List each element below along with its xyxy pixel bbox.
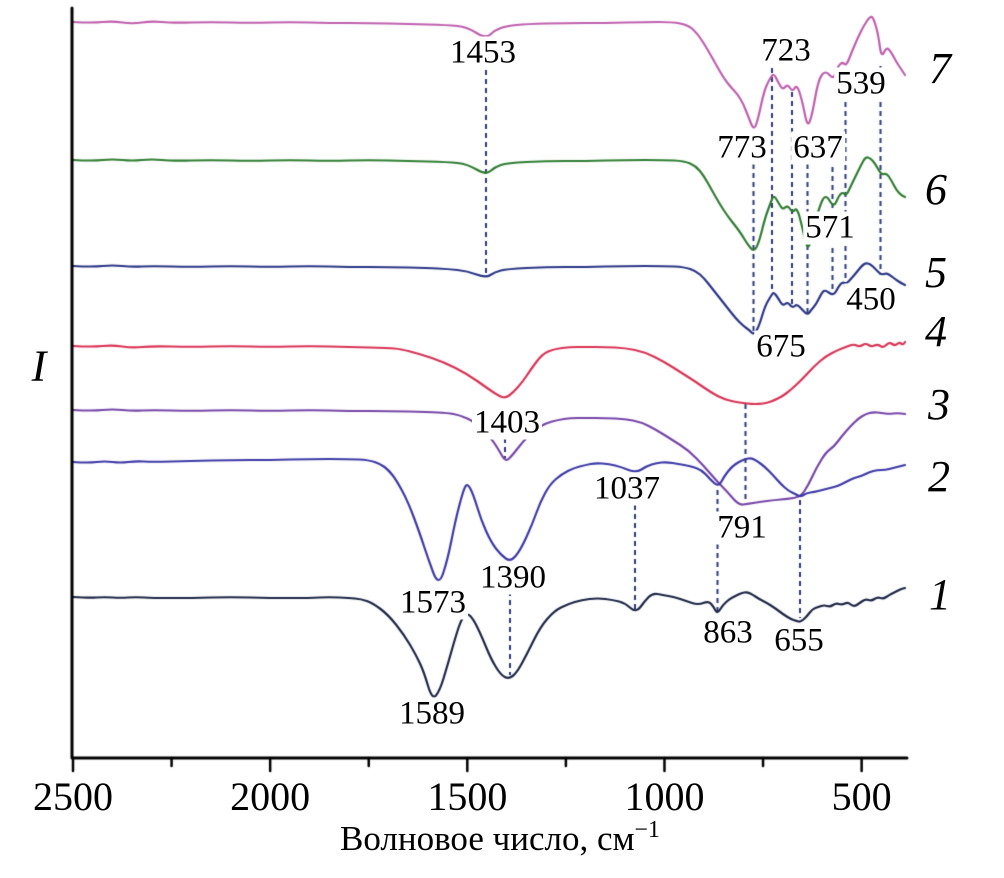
annotation-1390: 1390 [478,559,548,596]
x-tick-label-1000: 1000 [624,774,705,819]
curve-label-1: 1 [929,570,951,619]
curve-label-3: 3 [928,380,950,429]
x-tick-label-1500: 1500 [427,774,508,819]
x-axis-title-sup: −1 [634,817,660,844]
annotation-1403: 1403 [472,404,542,441]
curve-label-2: 2 [928,452,950,501]
annotation-539: 539 [834,65,888,102]
curve-label-6: 6 [925,165,947,214]
annotation-1589: 1589 [397,695,467,732]
annotation-571: 571 [803,209,857,246]
x-axis-title: Волновое число, см−1 [340,817,660,859]
annotation-675: 675 [754,328,808,365]
annotation-863: 863 [701,614,755,651]
annotation-723: 723 [759,32,813,69]
x-tick-label-2500: 2500 [33,774,113,819]
curve-label-5: 5 [925,248,947,297]
annotation-1453: 1453 [448,34,518,71]
x-tick-label-2000: 2000 [230,774,311,819]
x-tick-label-500: 500 [831,774,892,819]
annotation-1037: 1037 [592,470,662,507]
annotation-1573: 1573 [398,584,468,621]
annotation-791: 791 [715,509,769,546]
x-axis-title-text: Волновое число, см [340,818,635,858]
annotation-773: 773 [715,129,769,166]
curve-label-4: 4 [925,307,947,356]
curve-label-7: 7 [929,44,951,93]
annotation-655: 655 [772,622,826,659]
annotation-450: 450 [844,281,898,318]
y-axis-label: I [31,341,47,391]
annotation-637: 637 [791,129,845,166]
